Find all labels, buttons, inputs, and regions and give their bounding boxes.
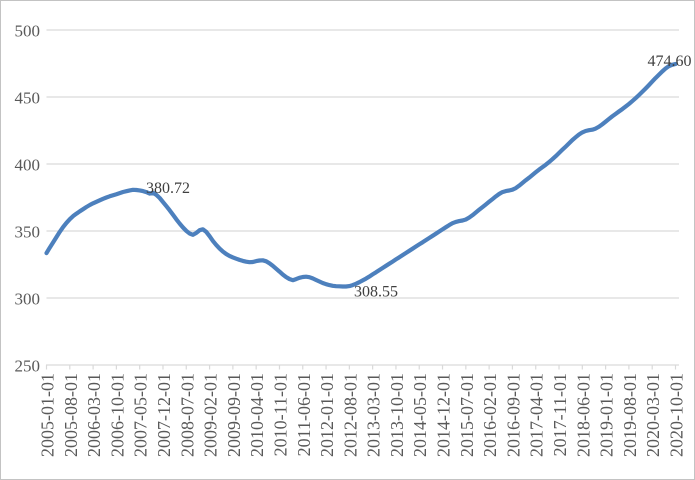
- x-axis-tick-label: 2006-10-01: [107, 373, 127, 457]
- y-axis-tick-label: 300: [15, 290, 41, 309]
- x-axis-tick-label: 2013-10-01: [387, 373, 407, 457]
- x-axis-tick-label: 2014-05-01: [410, 373, 430, 457]
- x-axis-tick-label: 2012-01-01: [317, 373, 337, 457]
- x-axis-tick-label: 2012-08-01: [340, 373, 360, 457]
- x-axis-tick-label: 2020-03-01: [643, 373, 663, 457]
- y-axis-tick-label: 400: [15, 156, 41, 175]
- x-axis-tick-label: 2018-06-01: [573, 373, 593, 457]
- x-axis-tick-label: 2020-10-01: [667, 373, 687, 457]
- data-label: 474.60: [648, 53, 692, 70]
- x-axis-tick-label: 2016-09-01: [503, 373, 523, 457]
- x-axis-tick-label: 2014-12-01: [434, 373, 454, 457]
- y-axis-tick-label: 250: [15, 357, 41, 376]
- x-axis-tick-label: 2011-06-01: [294, 373, 314, 456]
- x-axis-tick-label: 2007-12-01: [154, 373, 174, 457]
- y-axis-tick-label: 500: [15, 22, 41, 41]
- y-axis-tick-label: 450: [15, 89, 41, 108]
- y-axis-tick-label: 350: [15, 223, 41, 242]
- x-axis-tick-label: 2009-02-01: [201, 373, 221, 457]
- x-axis-tick-label: 2017-11-01: [550, 373, 570, 456]
- x-axis-tick-label: 2019-08-01: [620, 373, 640, 457]
- x-axis-tick-label: 2016-02-01: [480, 373, 500, 457]
- data-series-line: [44, 61, 678, 289]
- x-axis-tick-label: 2015-07-01: [457, 373, 477, 457]
- x-axis-tick-label: 2010-11-01: [270, 373, 290, 456]
- x-axis-tick-label: 2005-08-01: [61, 373, 81, 457]
- x-axis-tick-label: 2008-07-01: [177, 373, 197, 457]
- data-label: 380.72: [146, 180, 190, 197]
- x-axis-tick-label: 2006-03-01: [84, 373, 104, 457]
- x-axis-tick-label: 2017-04-01: [527, 373, 547, 457]
- x-axis-tick-label: 2009-09-01: [224, 373, 244, 457]
- x-axis-tick-label: 2013-03-01: [364, 373, 384, 457]
- x-axis-tick-label: 2019-01-01: [597, 373, 617, 457]
- x-axis-tick-label: 2010-04-01: [247, 373, 267, 457]
- x-axis-tick-label: 2005-01-01: [38, 373, 58, 457]
- x-axis-tick-label: 2007-05-01: [131, 373, 151, 457]
- data-label: 308.55: [354, 284, 398, 301]
